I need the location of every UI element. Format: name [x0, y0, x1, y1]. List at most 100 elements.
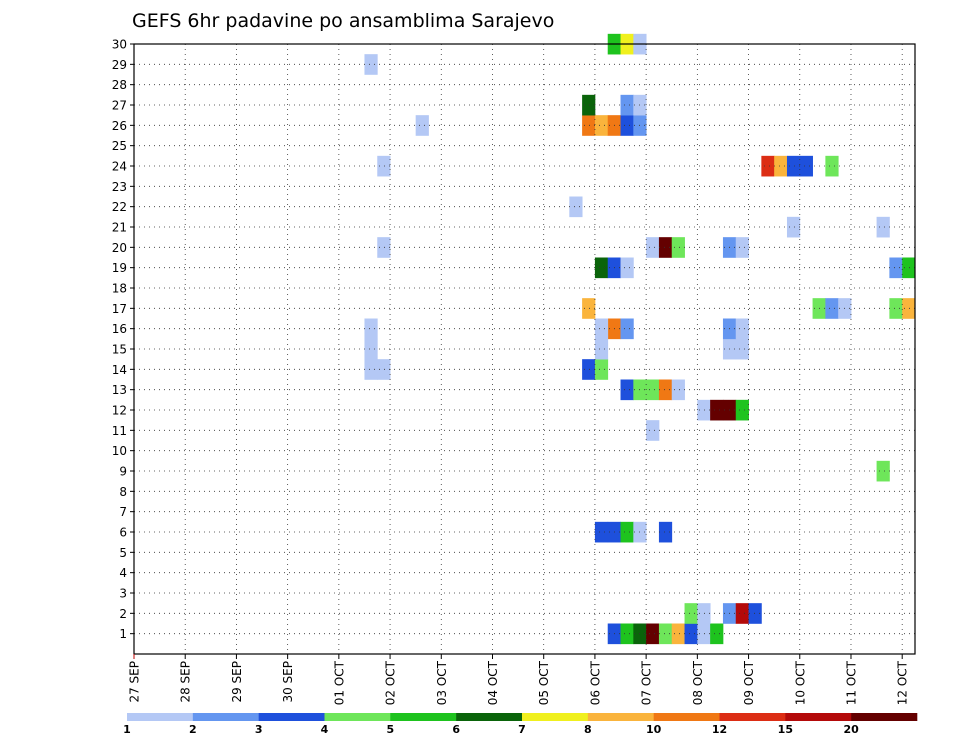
precip-cell — [671, 623, 685, 645]
x-tick-label: 07 OCT — [640, 660, 654, 705]
legend-label: 2 — [189, 723, 197, 736]
cells-layer — [364, 33, 916, 645]
grid-layer — [134, 44, 915, 654]
legend-swatch — [785, 713, 852, 721]
precip-cell — [620, 115, 634, 136]
precip-cell — [594, 338, 609, 360]
y-tick-label: 20 — [112, 241, 127, 255]
y-axis: 1234567891011121314151617181920212223242… — [112, 38, 134, 641]
precip-cell — [748, 603, 762, 624]
precip-cell — [582, 359, 596, 380]
precip-cell — [825, 155, 839, 177]
x-tick-label: 10 OCT — [793, 660, 807, 705]
y-tick-label: 28 — [112, 78, 127, 92]
y-tick-label: 15 — [112, 343, 127, 357]
precip-cell — [697, 399, 711, 421]
precip-cell — [415, 115, 429, 136]
legend-swatch — [522, 713, 589, 721]
y-tick-label: 22 — [112, 200, 127, 214]
precip-cell — [658, 379, 673, 401]
color-legend: 1 2 3 4 5 6 7 8 10 12 15 20 — [123, 713, 918, 736]
legend-label: 1 — [123, 723, 131, 736]
precip-cell — [594, 359, 609, 380]
precip-cell — [620, 379, 634, 401]
precip-cell — [902, 257, 916, 279]
x-tick-label: 28 SEP — [179, 661, 193, 703]
precip-cell — [889, 257, 903, 279]
precip-cell — [684, 603, 698, 624]
y-tick-label: 4 — [119, 566, 127, 580]
precip-cell — [582, 94, 596, 116]
y-tick-label: 9 — [119, 465, 127, 479]
y-tick-label: 2 — [119, 607, 127, 621]
precip-cell — [697, 603, 711, 624]
precip-cell — [876, 460, 890, 482]
precip-cell — [594, 521, 609, 543]
y-tick-label: 11 — [112, 424, 127, 438]
precip-cell — [735, 603, 749, 624]
y-tick-label: 8 — [119, 485, 127, 499]
legend-label: 10 — [646, 723, 662, 736]
legend-swatch — [456, 713, 523, 721]
precip-cell — [594, 115, 609, 136]
legend-label: 8 — [584, 723, 592, 736]
legend-swatch — [653, 713, 720, 721]
precip-cell — [646, 237, 660, 258]
legend-swatch — [587, 713, 654, 721]
y-tick-label: 3 — [119, 587, 127, 601]
legend-swatch — [390, 713, 457, 721]
legend-swatch — [324, 713, 391, 721]
precip-cell — [582, 115, 596, 136]
precip-cell — [594, 257, 609, 279]
precip-cell — [786, 155, 801, 177]
precip-cell — [594, 318, 609, 340]
precip-cell — [582, 298, 596, 319]
precip-cell — [710, 399, 724, 421]
y-tick-label: 13 — [112, 383, 127, 397]
x-tick-label: 05 OCT — [537, 660, 551, 705]
precip-cell — [377, 155, 391, 177]
legend-swatch — [192, 713, 259, 721]
precip-cell — [697, 623, 711, 645]
precip-cell — [710, 623, 724, 645]
y-tick-label: 5 — [119, 546, 127, 560]
legend-label: 4 — [321, 723, 329, 736]
chart-title: GEFS 6hr padavine po ansamblima Sarajevo — [132, 10, 554, 32]
legend-label: 20 — [844, 723, 860, 736]
precip-cell — [364, 318, 378, 340]
x-tick-label: 09 OCT — [742, 660, 756, 705]
legend-label: 3 — [255, 723, 263, 736]
x-tick-label: 11 OCT — [844, 660, 858, 705]
precip-cell — [658, 623, 673, 645]
precip-cell — [620, 623, 634, 645]
precip-cell — [735, 318, 749, 340]
precip-cell — [671, 379, 685, 401]
legend-swatch — [719, 713, 786, 721]
y-tick-label: 23 — [112, 180, 127, 194]
y-tick-label: 27 — [112, 99, 127, 113]
precip-cell — [684, 623, 698, 645]
y-tick-label: 21 — [112, 221, 127, 235]
legend-label: 6 — [452, 723, 460, 736]
x-tick-label: 27 SEP — [128, 661, 142, 703]
y-tick-label: 14 — [112, 363, 127, 377]
precip-cell — [735, 399, 749, 421]
precip-cell — [735, 338, 749, 360]
precip-cell — [646, 420, 660, 441]
precip-cell — [774, 155, 788, 177]
legend-label: 12 — [712, 723, 727, 736]
y-tick-label: 10 — [112, 444, 127, 458]
y-tick-label: 17 — [112, 302, 127, 316]
precip-cell — [569, 196, 583, 218]
precip-cell — [889, 298, 903, 319]
precip-cell — [646, 623, 660, 645]
y-tick-label: 12 — [112, 404, 127, 418]
precip-cell — [658, 521, 673, 543]
precip-cell — [620, 94, 634, 116]
legend-label: 7 — [518, 723, 526, 736]
x-tick-label: 12 OCT — [896, 660, 910, 705]
precip-cell — [658, 237, 673, 258]
precip-cell — [646, 379, 660, 401]
y-tick-label: 30 — [112, 38, 127, 52]
